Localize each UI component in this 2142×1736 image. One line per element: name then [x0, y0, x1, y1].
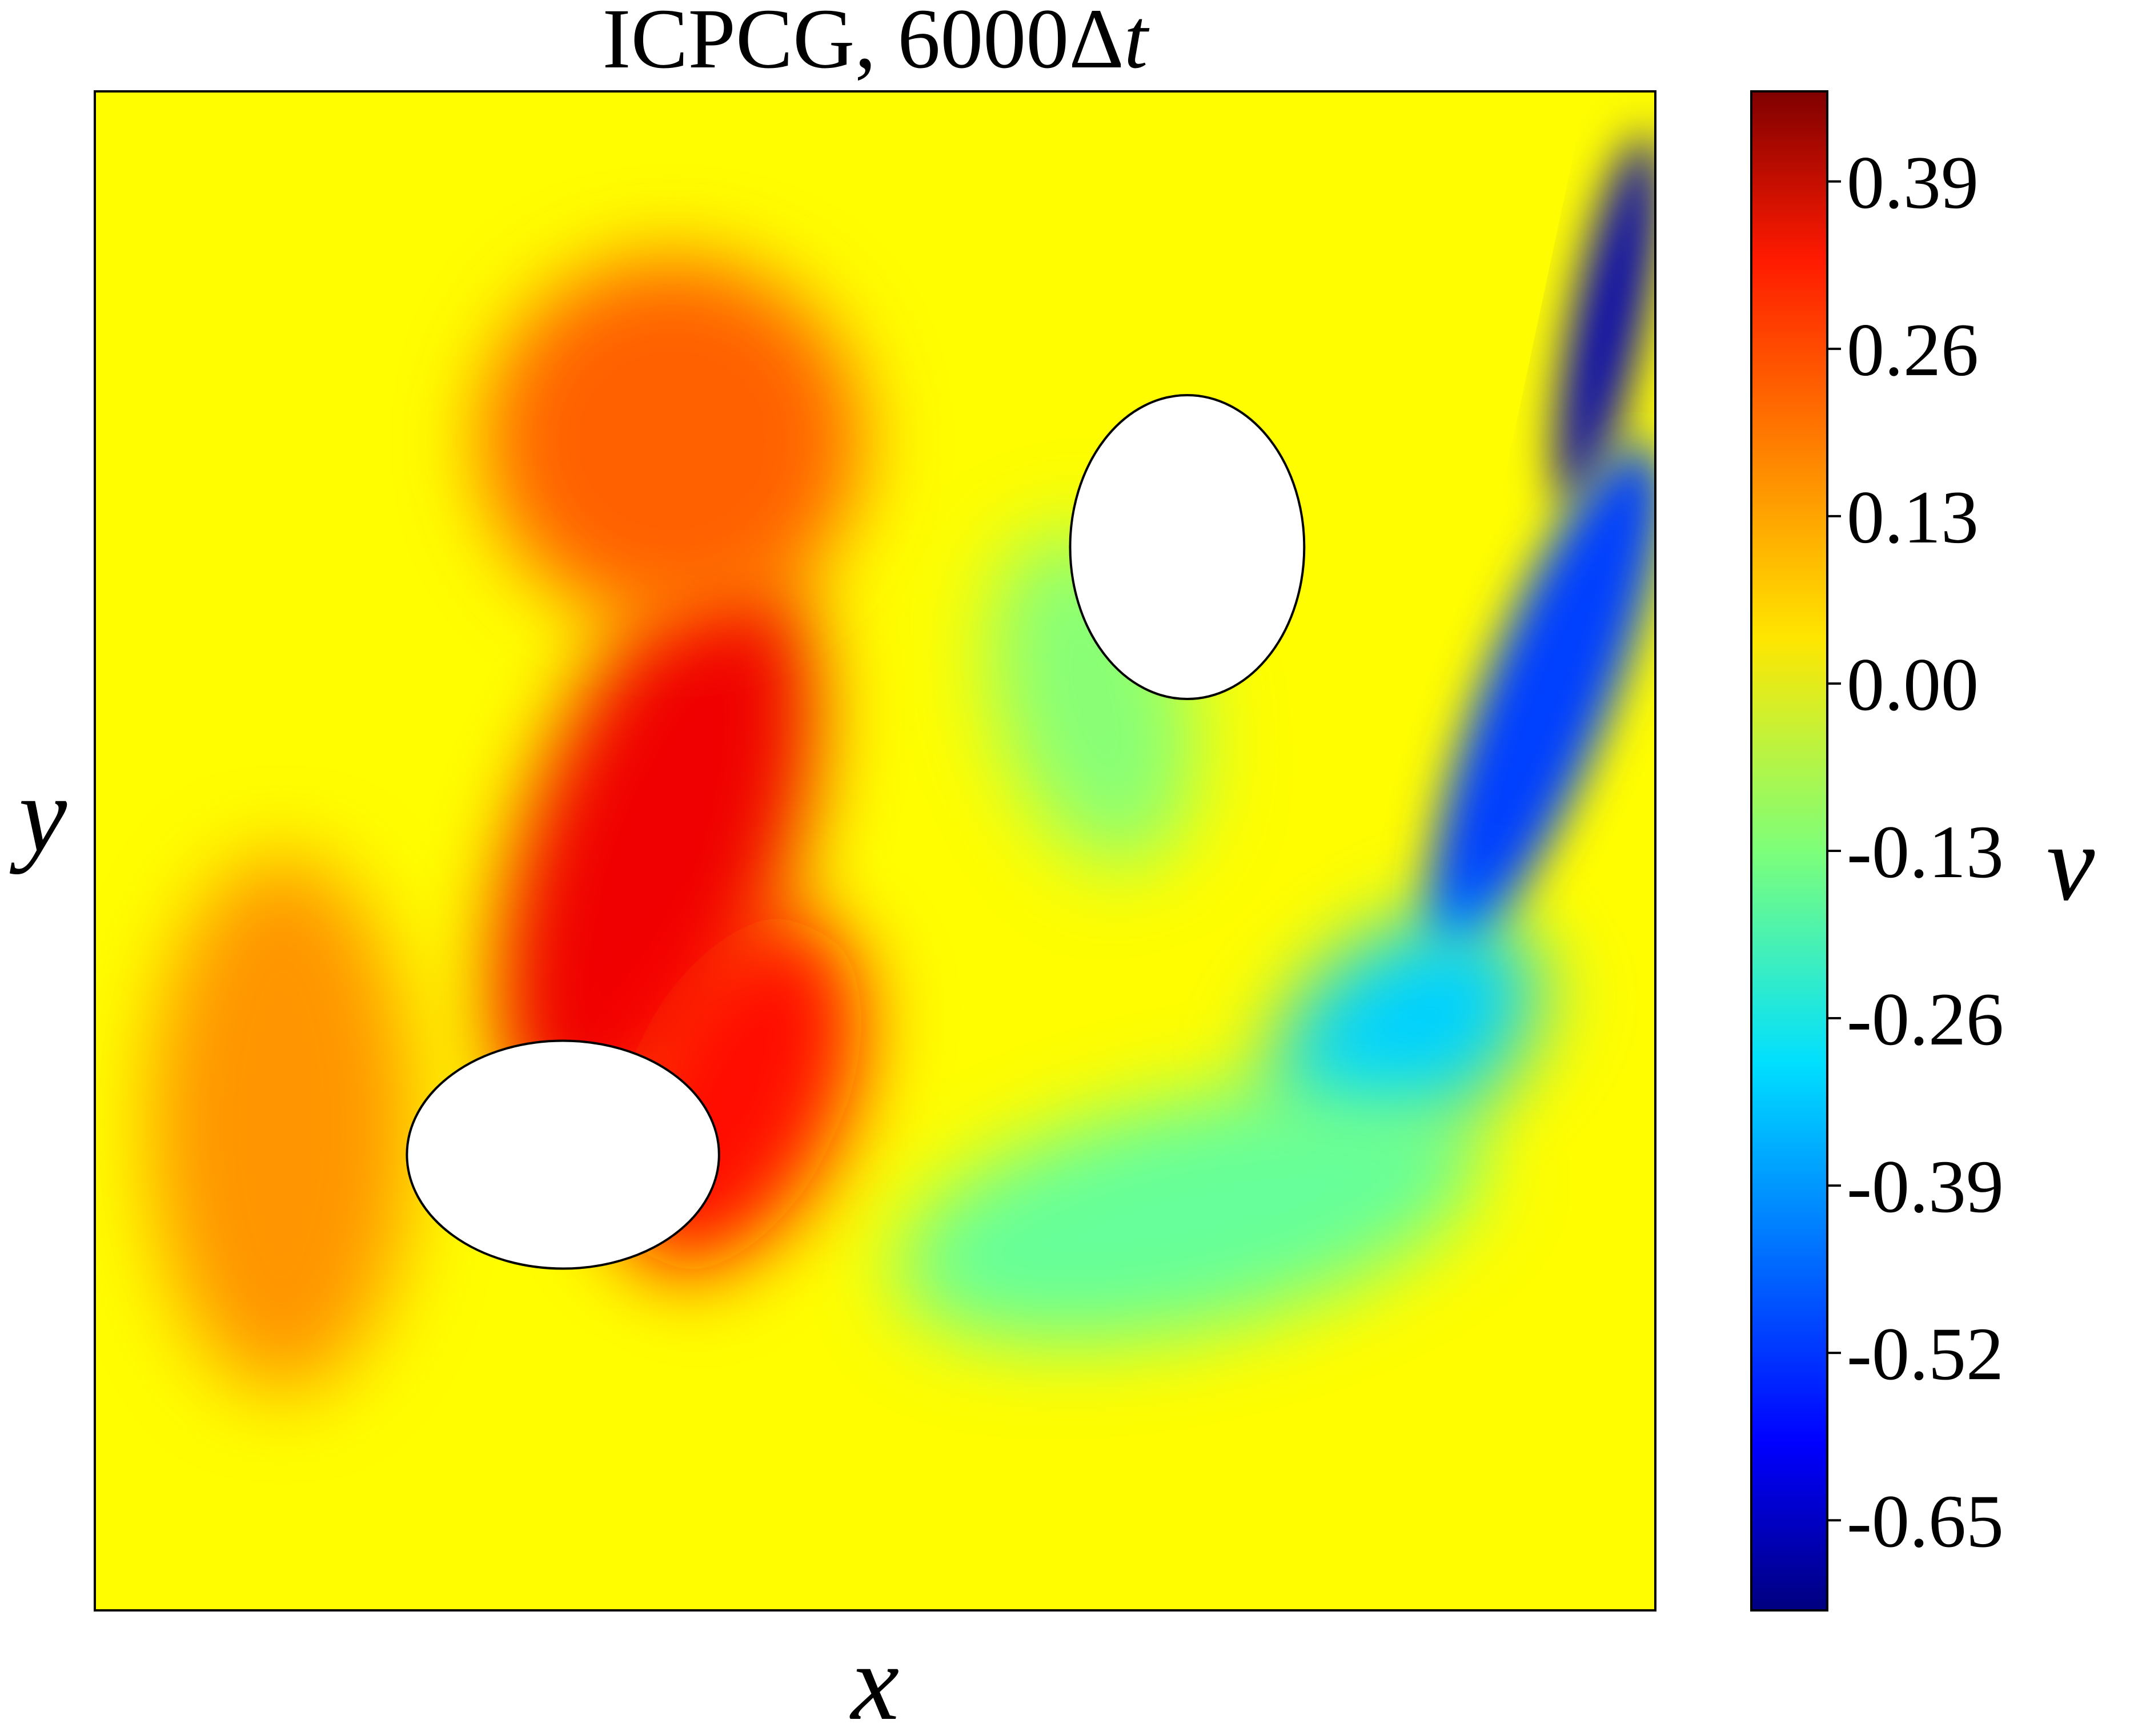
- colorbar: 0.39 0.26 0.13 0.00 -0.13 -0.26 -0.39 -0.52 -0.6…: [1750, 90, 2095, 1612]
- obstacle-lower-left-ellipse: [406, 1039, 720, 1270]
- colorbar-gradient: [1750, 90, 1828, 1612]
- chart-title: ICPCG, 6000Δt: [603, 0, 1150, 86]
- plot-frame: [94, 90, 1656, 1612]
- colorbar-tick-label: -0.26: [1847, 977, 2004, 1061]
- field-feature-lower-right-arc: [896, 1087, 1479, 1343]
- obstacle-upper-right-ellipse: [1069, 394, 1306, 700]
- colorbar-label: v: [2047, 803, 2095, 923]
- colorbar-tick-label: 0.13: [1847, 475, 1979, 559]
- colorbar-tick-label: -0.39: [1847, 1144, 2004, 1228]
- colorbar-tick-label: -0.52: [1847, 1312, 2004, 1396]
- plot-area: [94, 90, 1656, 1612]
- colorbar-tick-label: -0.65: [1847, 1479, 2004, 1563]
- colorbar-tick-label: 0.39: [1847, 140, 1979, 224]
- colorbar-tick-label: 0.26: [1847, 308, 1979, 392]
- obstacles: [406, 394, 1306, 1270]
- field-background: [95, 91, 1655, 1610]
- colorbar-ticks: 0.39 0.26 0.13 0.00 -0.13 -0.26 -0.39 -0.52 -0.6…: [1827, 140, 2004, 1563]
- field-feature-central-positive-band: [496, 568, 817, 1134]
- field-feature-upper-band: [483, 258, 861, 624]
- colorbar-tick-label: 0.00: [1847, 642, 1979, 726]
- colorbar-tick-label: -0.13: [1847, 810, 2004, 894]
- field-feature-left-warm-patch: [150, 855, 414, 1393]
- y-axis-label: y: [10, 755, 67, 875]
- field-feature-wall-jet-middle: [1428, 444, 1655, 954]
- x-axis-label: x: [849, 1623, 899, 1736]
- field-feature-wall-jet-upper: [1557, 134, 1655, 504]
